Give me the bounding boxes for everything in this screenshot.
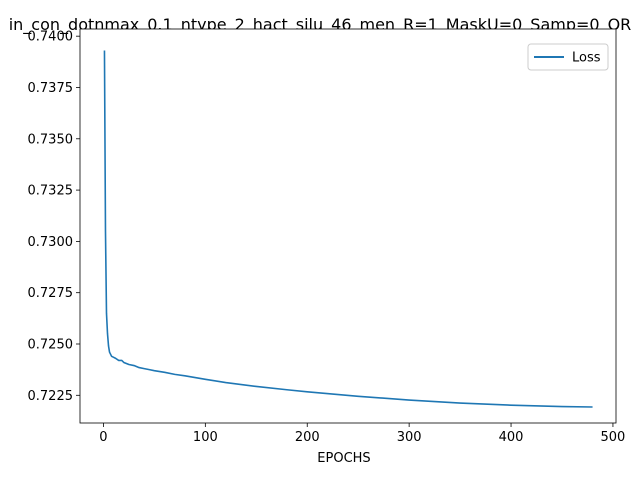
plot-frame	[79, 28, 617, 424]
legend: Loss	[527, 43, 609, 71]
y-tick-label: 0.7350	[28, 132, 74, 147]
series-layer	[103, 50, 593, 408]
y-tick-label: 0.7225	[28, 389, 74, 404]
x-tick-label: 0	[99, 430, 107, 445]
y-tick-label: 0.7300	[28, 235, 74, 250]
y-tick-label: 0.7325	[28, 184, 74, 199]
y-tick-label: 0.7250	[28, 337, 74, 352]
x-axis-ticks: 0 100 200 300 400 500	[99, 423, 625, 445]
x-tick-label: 400	[499, 430, 524, 445]
series-line-loss	[103, 50, 593, 408]
legend-label-loss: Loss	[572, 51, 601, 66]
y-tick-label: 0.7375	[28, 81, 74, 96]
x-axis-label: EPOCHS	[317, 451, 370, 466]
y-tick-label: 0.7400	[28, 30, 74, 45]
legend-box	[527, 43, 609, 71]
y-axis-ticks: 0.7225 0.7250 0.7275 0.7300 0.7325 0.7350 0.73…	[28, 30, 80, 404]
plot-area	[80, 29, 616, 423]
x-tick-label: 100	[193, 430, 218, 445]
y-tick-label: 0.7275	[28, 286, 74, 301]
x-tick-label: 200	[295, 430, 320, 445]
x-tick-label: 300	[397, 430, 422, 445]
x-tick-label: 500	[601, 430, 626, 445]
